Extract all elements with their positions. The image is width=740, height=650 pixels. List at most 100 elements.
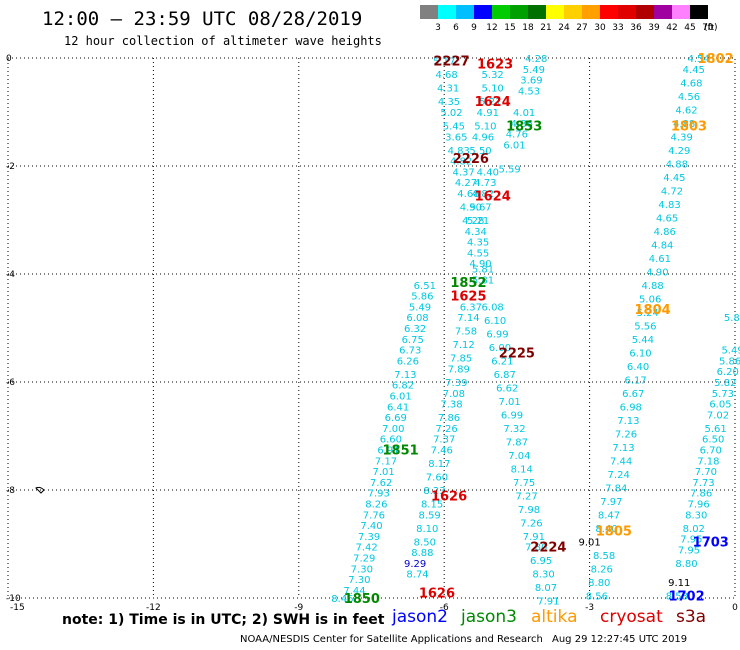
color-scale-label: 12 [486, 23, 498, 33]
wave-height-value: 4.34 [465, 227, 487, 238]
color-scale-swatch [546, 5, 564, 19]
pass-time-label: 1805 [596, 525, 632, 540]
wave-height-value: 8.50 [414, 537, 436, 548]
color-scale-swatch [636, 5, 654, 19]
wave-height-value: 5.45 [443, 122, 465, 133]
wave-height-value: 7.62 [370, 478, 392, 489]
wave-height-value: 6.08 [482, 302, 504, 313]
lon-tick-label: 0 [732, 603, 738, 613]
wave-height-value: 8.80 [588, 578, 610, 589]
map-subtitle: 12 hour collection of altimeter wave hei… [64, 34, 382, 48]
color-scale-label: 33 [612, 23, 624, 33]
wave-height-value: 7.97 [600, 497, 622, 508]
wave-height-value: 6.95 [530, 556, 552, 567]
wave-height-value: 5.24 [637, 308, 659, 319]
wave-height-value: 8.56 [586, 591, 608, 602]
wave-height-value: 5.81 [472, 275, 494, 286]
wave-height-value: 4.31 [437, 84, 459, 95]
wave-height-value: 5.44 [632, 335, 654, 346]
color-scale-label: 39 [648, 23, 660, 33]
color-scale-swatch [690, 5, 708, 19]
color-scale-swatch [654, 5, 672, 19]
wave-height-value: 6.41 [387, 402, 409, 413]
wave-height-value: 7.87 [506, 437, 528, 448]
pass-time-label: 1851 [382, 444, 418, 459]
wave-height-value: 8.30 [532, 570, 554, 581]
wave-height-value: 8.58 [666, 591, 688, 602]
wave-height-value: 4.29 [668, 146, 690, 157]
wave-height-value: 8.40 [595, 524, 617, 535]
wave-height-value: 7.14 [457, 313, 479, 324]
color-scale-swatch [420, 5, 438, 19]
wave-height-value: 7.13 [612, 443, 634, 454]
wave-height-value: 8.47 [598, 510, 620, 521]
wave-height-value: 5.85 [724, 313, 740, 324]
wave-height-value: 5.67 [469, 203, 491, 214]
pass-time-label: 1850 [344, 592, 380, 607]
wave-height-value: 7.85 [450, 354, 472, 365]
wave-height-value: 4.88 [641, 281, 663, 292]
footer-note: note: 1) Time is in UTC; 2) SWH is in fe… [62, 612, 385, 628]
wave-height-value: 7.93 [368, 489, 390, 500]
wave-height-value: 8.26 [365, 500, 387, 511]
wave-height-value: 7.29 [353, 554, 375, 565]
wave-height-value: 7.26 [520, 518, 542, 529]
wave-height-value: 4.73 [474, 178, 496, 189]
color-scale-label: 70 [702, 23, 714, 33]
wave-height-value: 4.88 [666, 159, 688, 170]
wave-height-value: 4.27 [455, 178, 477, 189]
color-scale-swatch [510, 5, 528, 19]
wave-height-value: 6.08 [406, 313, 428, 324]
pass-time-label: 2224 [530, 541, 566, 556]
wave-height-value: 5.21 [479, 97, 501, 108]
wave-height-value: 7.60 [426, 473, 448, 484]
wave-height-value: 4.86 [654, 227, 676, 238]
color-scale-swatch [564, 5, 582, 19]
wave-height-value: 4.28 [525, 54, 547, 65]
wave-height-value: 5.82 [714, 378, 736, 389]
wave-height-value: 6.20 [717, 367, 739, 378]
wave-height-value: 5.49 [721, 346, 740, 357]
wave-height-value: 7.12 [452, 340, 474, 351]
pass-time-label: 2227 [433, 55, 469, 70]
wave-height-value: 7.13 [617, 416, 639, 427]
wave-height-value: 4.82 [450, 157, 472, 168]
wave-height-value: 8.58 [593, 551, 615, 562]
wave-height-value: 4.76 [506, 130, 528, 141]
wave-height-value: 7.08 [443, 389, 465, 400]
color-scale-label: 6 [453, 23, 459, 33]
pass-time-label: 1703 [693, 535, 729, 550]
wave-height-value: 7.26 [435, 424, 457, 435]
wave-height-value: 7.89 [448, 365, 470, 376]
wave-height-value: 6.00 [489, 343, 511, 354]
wave-height-value: 7.02 [707, 410, 729, 421]
wave-height-value: 6.40 [627, 362, 649, 373]
wave-height-value: 8.88 [411, 548, 433, 559]
wave-height-value: 7.42 [356, 543, 378, 554]
wave-height-value: 7.91 [537, 597, 559, 608]
wave-height-value: 8.10 [416, 524, 438, 535]
color-scale-unit: (ft) [704, 23, 718, 33]
wave-height-value: 7.39 [445, 378, 467, 389]
color-scale-label: 27 [576, 23, 588, 33]
wave-height-value: 8.59 [419, 510, 441, 521]
wave-height-value: 7.86 [438, 413, 460, 424]
wave-height-value: 4.56 [678, 92, 700, 103]
wave-height-value: 6.01 [389, 392, 411, 403]
wave-height-value: 6.17 [625, 375, 647, 386]
lat-tick-label: -8 [6, 486, 15, 496]
wave-height-value: 7.73 [692, 478, 714, 489]
wave-height-value: 7.70 [695, 467, 717, 478]
wave-height-value: 6.75 [402, 335, 424, 346]
wave-height-value: 4.96 [472, 132, 494, 143]
pass-time-label: 1852 [450, 276, 486, 291]
wave-height-value: 4.54 [688, 54, 710, 65]
pass-time-label: 1804 [635, 303, 671, 318]
wave-height-value: 8.26 [591, 564, 613, 575]
map-title: 12:00 — 23:59 UTC 08/28/2019 [42, 8, 363, 30]
wave-height-value: 8.07 [535, 583, 557, 594]
wave-height-value: 5.17 [433, 57, 455, 68]
pass-time-label: 2226 [453, 152, 489, 167]
wave-height-value: 4.90 [460, 203, 482, 214]
wave-height-value: 4.35 [467, 238, 489, 249]
